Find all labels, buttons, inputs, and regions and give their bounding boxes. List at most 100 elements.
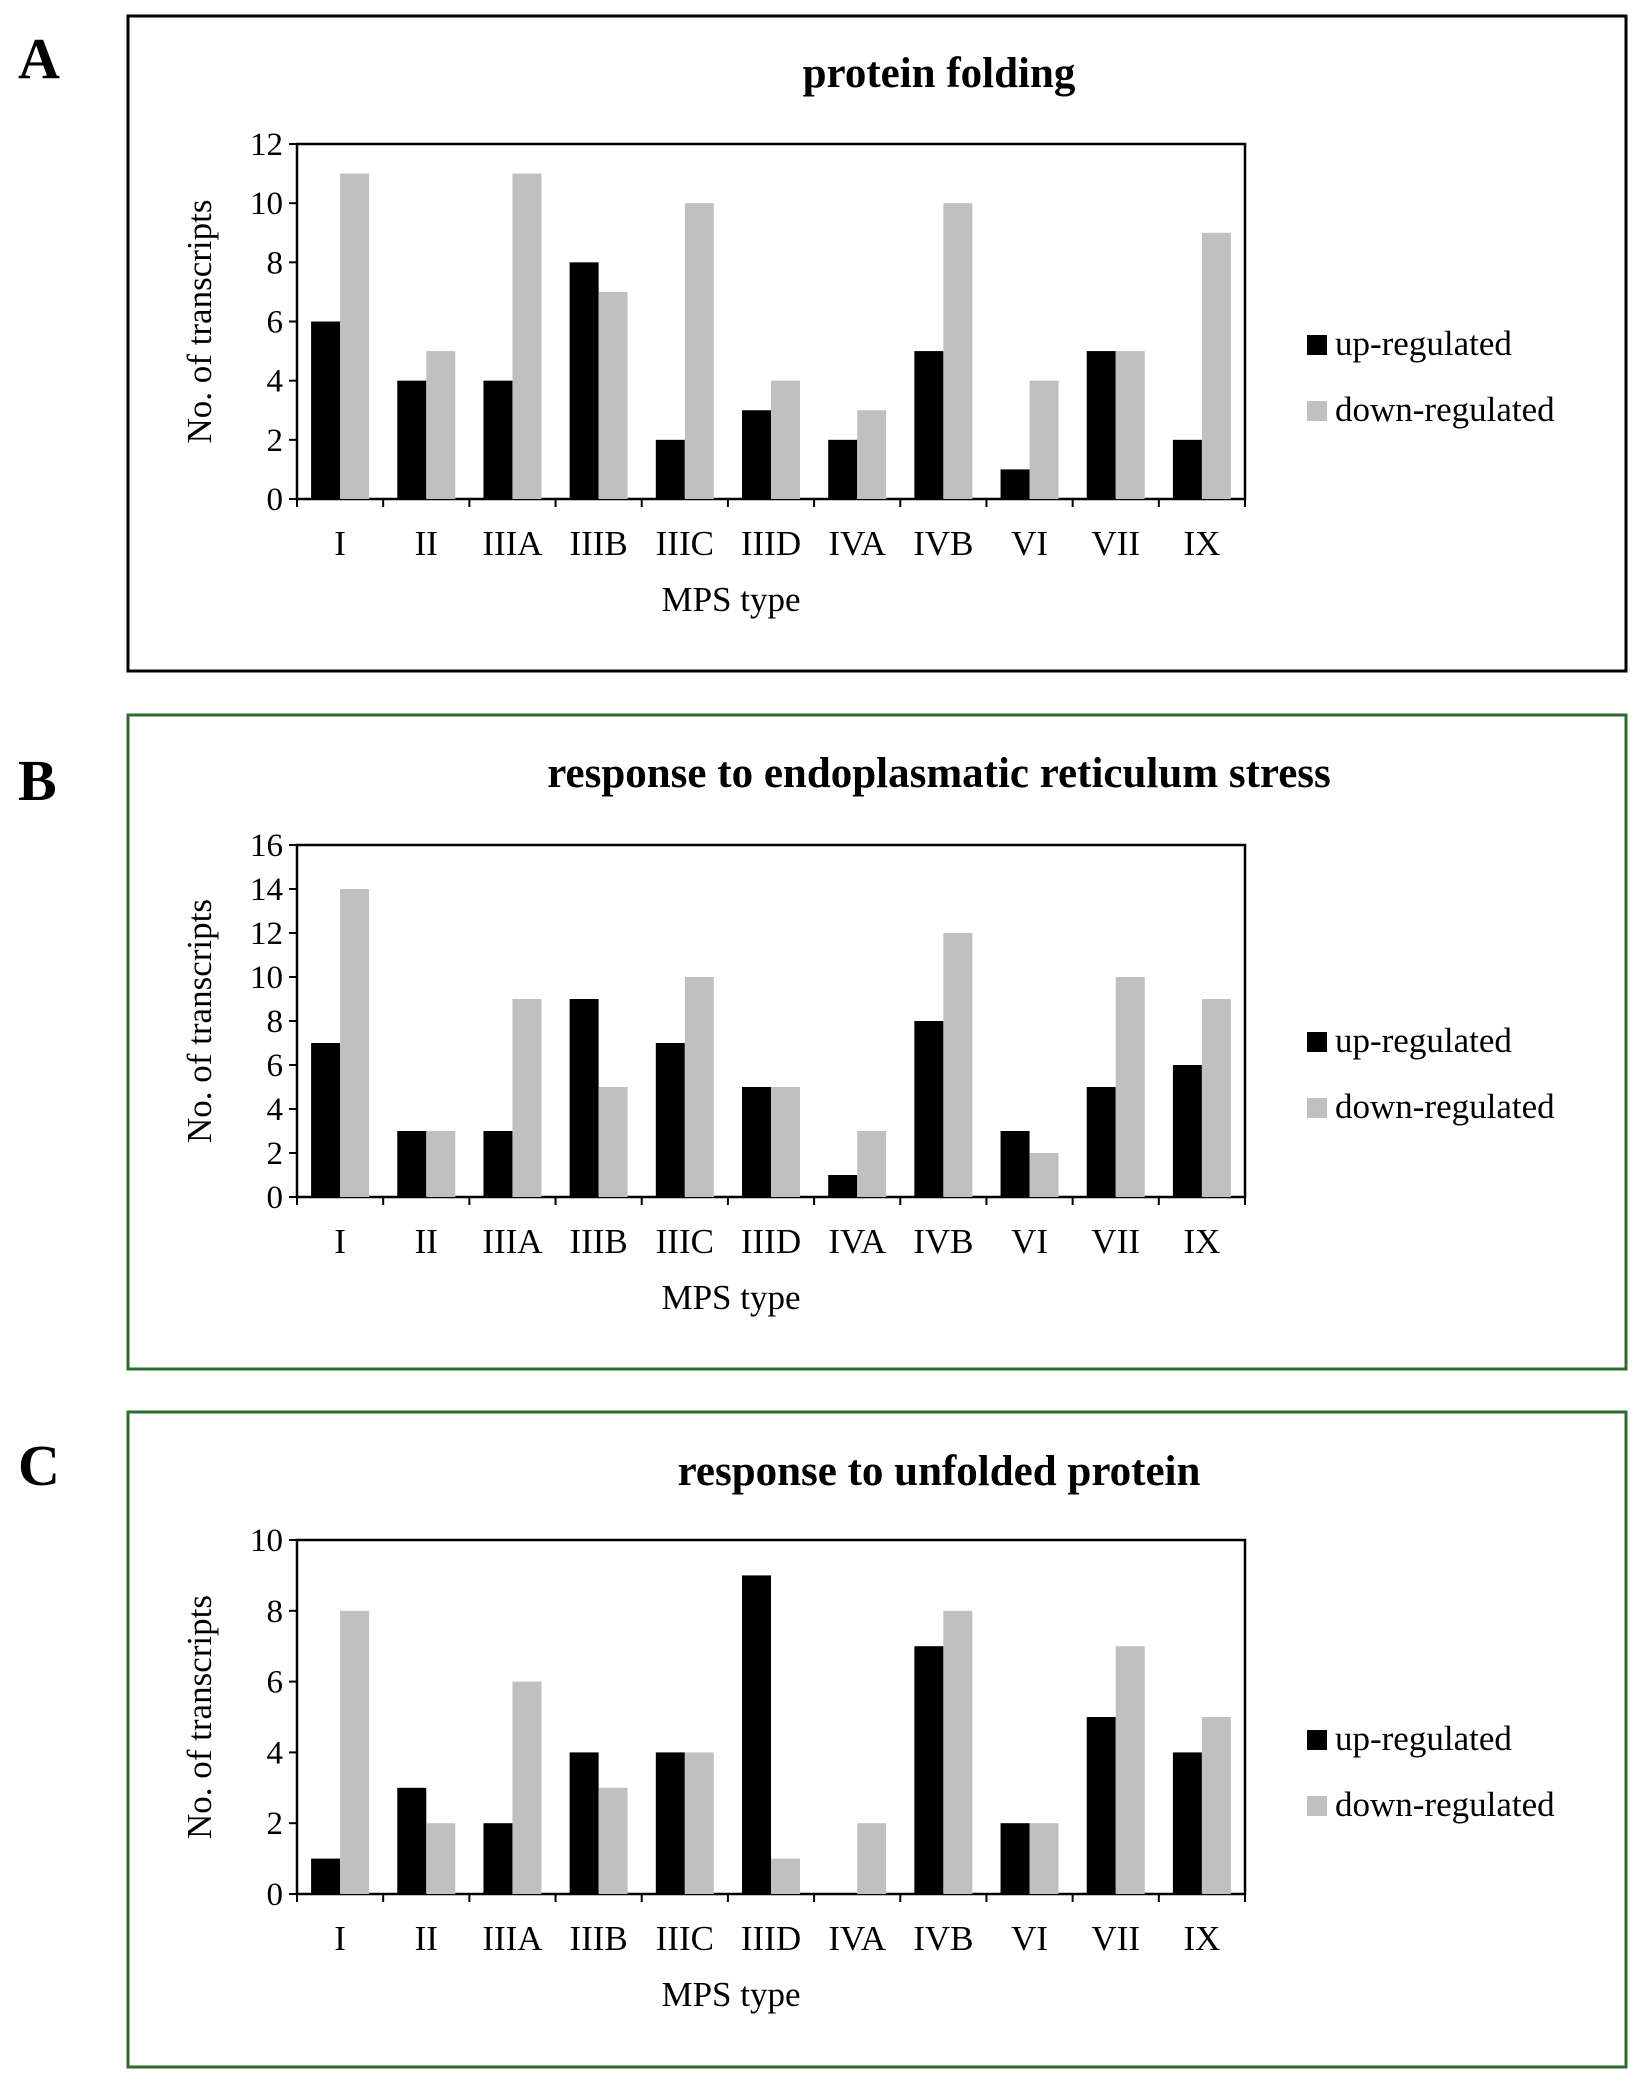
y-tick-label: 16 xyxy=(250,828,283,864)
x-tick-label: IIIC xyxy=(656,1919,714,1958)
legend: up-regulated down-regulated xyxy=(1307,324,1555,429)
bar-down-regulated xyxy=(426,1823,456,1894)
panel-letter: C xyxy=(18,1433,60,1498)
legend-swatch-up xyxy=(1307,1730,1327,1750)
x-tick-label: IVA xyxy=(828,1222,886,1261)
x-tick-label: II xyxy=(415,1919,438,1958)
bar-up-regulated xyxy=(742,1087,771,1197)
y-tick-label: 10 xyxy=(250,186,283,222)
x-tick-label: IIIB xyxy=(569,1919,627,1958)
chart-title: response to endoplasmatic reticulum stre… xyxy=(547,750,1331,797)
x-tick-label: IIIA xyxy=(482,1222,543,1261)
y-tick-label: 10 xyxy=(250,1523,283,1559)
y-tick-label: 0 xyxy=(267,1877,284,1913)
bar-up-regulated xyxy=(655,1043,685,1197)
bar-down-regulated xyxy=(598,291,628,499)
bar-up-regulated xyxy=(1000,1823,1030,1894)
x-tick-label: VII xyxy=(1091,1222,1140,1261)
x-tick-label: IIIA xyxy=(482,1919,543,1958)
x-axis-title: MPS type xyxy=(661,1975,800,2014)
bar-down-regulated xyxy=(1201,232,1231,499)
bar-down-regulated xyxy=(1115,351,1145,499)
y-tick-label: 12 xyxy=(250,127,283,163)
y-tick-label: 14 xyxy=(250,872,283,908)
x-tick-label: II xyxy=(415,524,438,563)
x-tick-label: IIIB xyxy=(569,524,627,563)
legend-swatch-down xyxy=(1307,1098,1327,1118)
bar-up-regulated xyxy=(828,439,858,499)
bar-down-regulated xyxy=(684,977,714,1197)
bar-up-regulated xyxy=(397,1787,427,1894)
bar-up-regulated xyxy=(1086,1087,1116,1197)
y-tick-label: 6 xyxy=(267,305,284,341)
legend-label: up-regulated xyxy=(1335,1021,1512,1060)
legend-swatch-up xyxy=(1307,335,1327,355)
x-tick-label: IVA xyxy=(828,524,886,563)
bar-up-regulated xyxy=(483,380,513,499)
x-tick-label: IIID xyxy=(741,1222,801,1261)
legend-label: down-regulated xyxy=(1335,1785,1555,1824)
x-tick-label: VII xyxy=(1091,524,1140,563)
panel-letter: B xyxy=(18,748,57,813)
y-tick-label: 0 xyxy=(267,482,284,518)
x-tick-label: IX xyxy=(1183,1222,1220,1261)
bar-down-regulated xyxy=(340,889,370,1197)
bar-down-regulated xyxy=(598,1787,628,1894)
panel-frame xyxy=(126,14,1628,673)
bar-down-regulated xyxy=(943,203,973,499)
y-tick-label: 2 xyxy=(267,1806,284,1842)
bar-up-regulated xyxy=(311,1043,341,1197)
y-tick-label: 8 xyxy=(267,1004,284,1040)
legend-label: down-regulated xyxy=(1335,390,1555,429)
y-tick-label: 2 xyxy=(267,423,284,459)
y-tick-label: 4 xyxy=(267,1092,284,1128)
y-axis-title: No. of transcripts xyxy=(180,899,219,1143)
y-tick-label: 6 xyxy=(267,1048,284,1084)
x-tick-label: IX xyxy=(1183,524,1220,563)
bar-up-regulated xyxy=(914,351,944,499)
x-tick-label: IIID xyxy=(741,1919,801,1958)
legend-swatch-down xyxy=(1307,401,1327,421)
bar-down-regulated xyxy=(426,1131,456,1197)
panel-frame xyxy=(126,713,1628,1371)
legend-label: down-regulated xyxy=(1335,1087,1555,1126)
y-tick-label: 10 xyxy=(250,960,283,996)
y-axis-title: No. of transcripts xyxy=(180,200,219,444)
bar-down-regulated xyxy=(943,1610,973,1894)
bar-up-regulated xyxy=(1086,351,1116,499)
bar-up-regulated xyxy=(569,262,599,499)
bar-down-regulated xyxy=(1029,1823,1059,1894)
bar-up-regulated xyxy=(742,410,771,499)
bar-down-regulated xyxy=(340,173,370,500)
bar-down-regulated xyxy=(1115,1646,1145,1894)
bar-down-regulated xyxy=(512,1681,542,1894)
x-tick-label: IVB xyxy=(913,524,973,563)
x-tick-label: VI xyxy=(1011,1222,1048,1261)
bar-up-regulated xyxy=(1172,439,1202,499)
x-axis-title: MPS type xyxy=(661,580,800,619)
bar-down-regulated xyxy=(857,410,887,499)
bar-up-regulated xyxy=(397,1131,427,1197)
legend-swatch-up xyxy=(1307,1032,1327,1052)
bar-down-regulated xyxy=(598,1087,628,1197)
bar-down-regulated xyxy=(340,1610,370,1894)
bar-down-regulated xyxy=(1201,1717,1231,1894)
bar-down-regulated xyxy=(771,1087,800,1197)
bar-up-regulated xyxy=(914,1646,944,1894)
bar-up-regulated xyxy=(655,439,685,499)
y-axis-title: No. of transcripts xyxy=(180,1595,219,1839)
bar-down-regulated xyxy=(771,380,800,499)
legend: up-regulated down-regulated xyxy=(1307,1021,1555,1126)
x-tick-label: II xyxy=(415,1222,438,1261)
y-tick-label: 6 xyxy=(267,1665,284,1701)
x-axis-title: MPS type xyxy=(661,1278,800,1317)
bar-down-regulated xyxy=(684,203,714,499)
y-tick-label: 12 xyxy=(250,916,283,952)
bar-down-regulated xyxy=(512,173,542,500)
legend: up-regulated down-regulated xyxy=(1307,1719,1555,1824)
bar-down-regulated xyxy=(857,1823,887,1894)
bar-down-regulated xyxy=(512,999,542,1197)
bar-down-regulated xyxy=(1029,380,1059,499)
